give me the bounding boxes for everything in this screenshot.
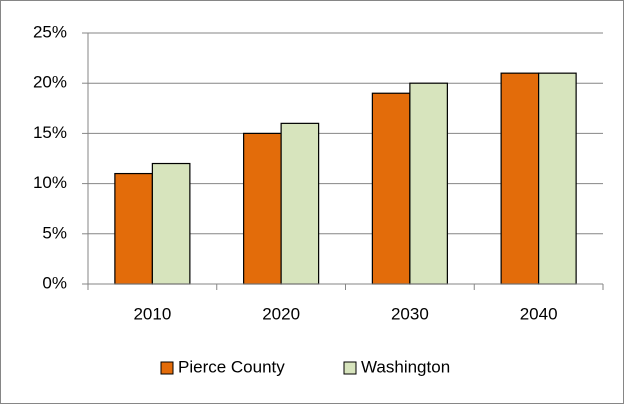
bar <box>538 72 577 285</box>
legend-swatch <box>343 361 357 375</box>
legend-swatch <box>160 361 174 375</box>
x-tick-label: 2010 <box>133 304 171 323</box>
bar <box>114 172 153 285</box>
y-tick-label: 5% <box>42 223 67 242</box>
y-tick-label: 25% <box>33 22 67 41</box>
y-tick-label: 20% <box>33 73 67 92</box>
x-tick-label: 2040 <box>520 304 558 323</box>
legend-label: Washington <box>361 357 450 376</box>
y-tick-label: 15% <box>33 123 67 142</box>
bar <box>371 92 411 285</box>
bar <box>409 82 448 285</box>
y-tick-label: 10% <box>33 173 67 192</box>
bar <box>243 132 282 285</box>
y-tick-label: 0% <box>42 273 67 292</box>
bar <box>500 72 540 285</box>
bar <box>280 122 320 285</box>
x-tick-label: 2030 <box>391 304 429 323</box>
bar <box>151 162 191 285</box>
legend-label: Pierce County <box>178 357 285 376</box>
x-tick-label: 2020 <box>262 304 300 323</box>
